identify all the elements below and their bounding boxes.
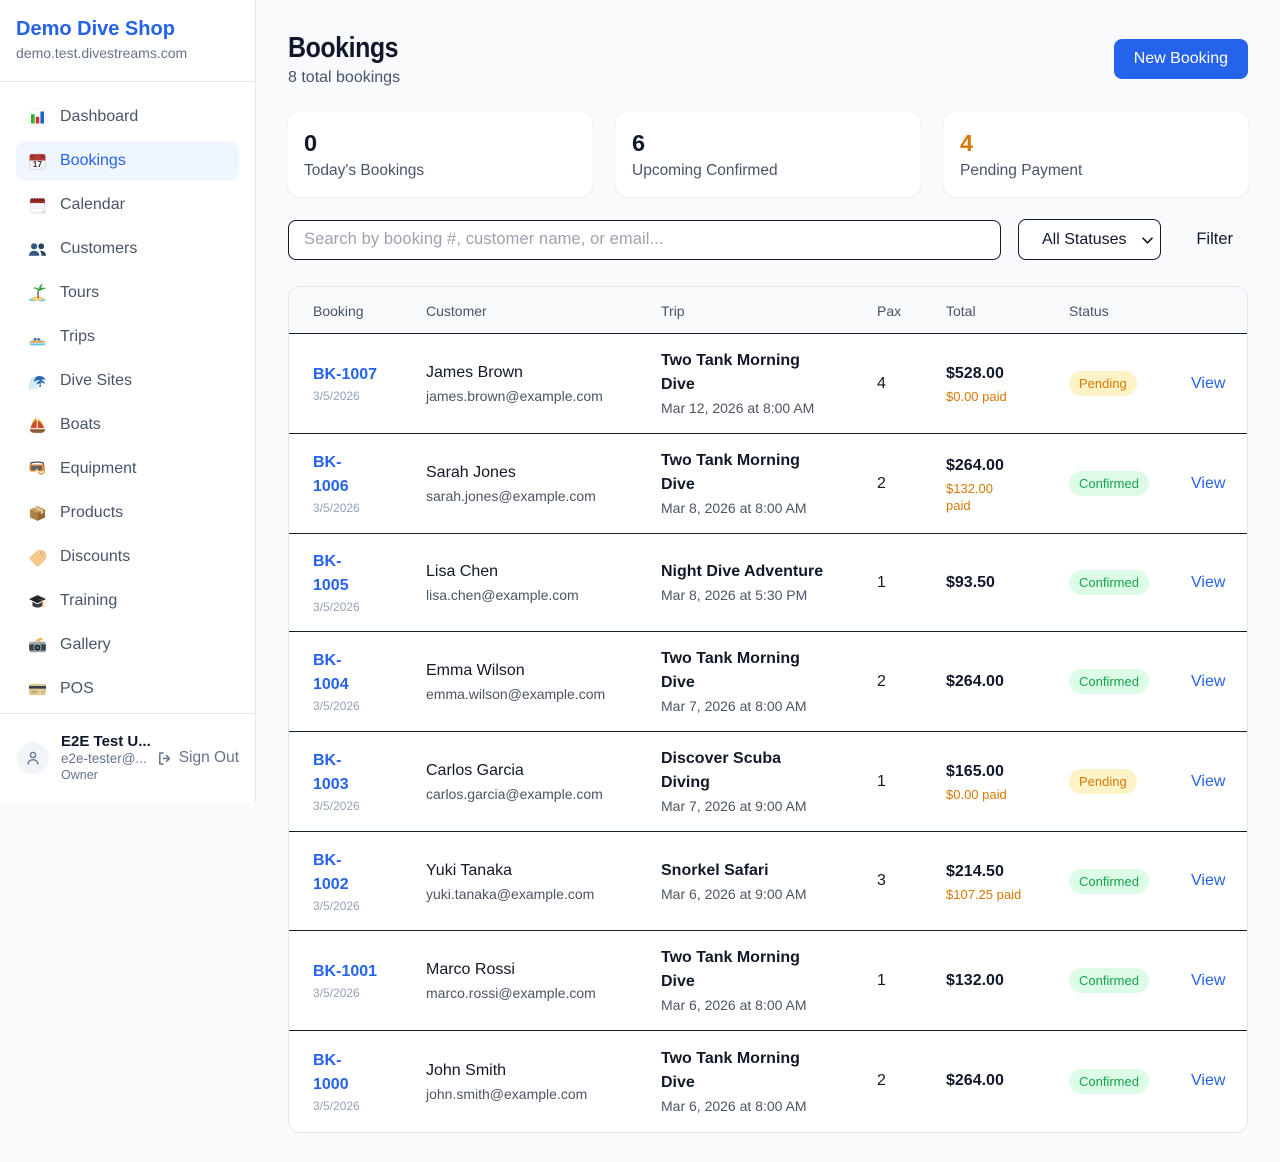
svg-text:17: 17 xyxy=(33,159,43,169)
